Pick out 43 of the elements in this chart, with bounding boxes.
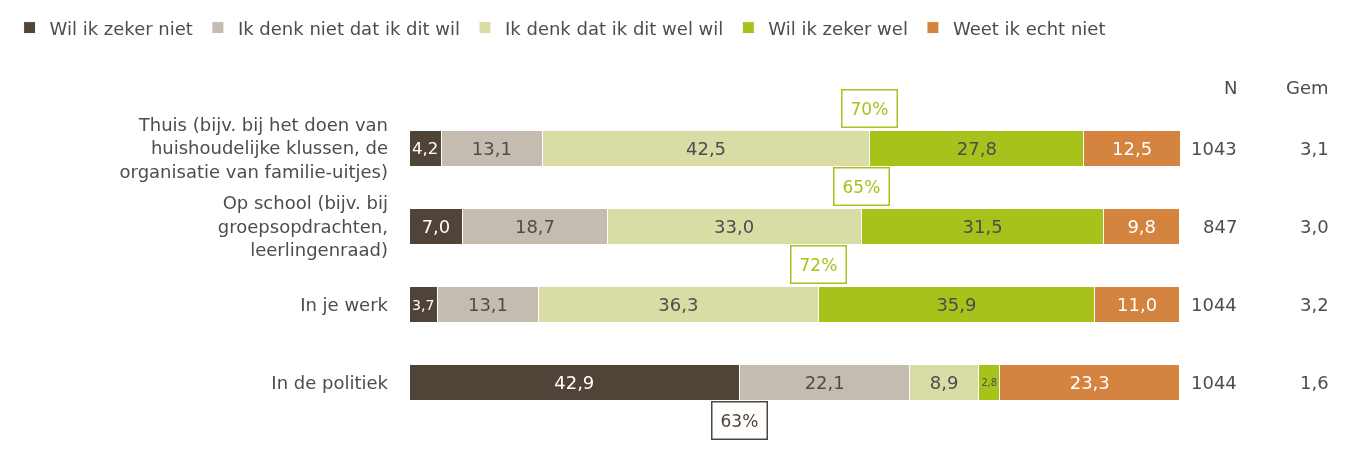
y-tick-label: In je werk [300,293,389,315]
text: 1044 [1191,372,1237,393]
data-label: 9,8 [1127,215,1157,237]
annotation: 63% [720,410,759,431]
text: Gem [1286,77,1329,98]
legend-label: Wil ik zeker wel [768,17,908,39]
data-label: 36,3 [658,294,699,316]
legend-label: Weet ik echt niet [952,17,1106,39]
data-label: 11,0 [1117,294,1158,316]
text: 3,2 [1300,294,1329,315]
text: 3,0 [1300,216,1329,237]
data-label: 2,8 [981,377,997,389]
annotation: 70% [850,98,889,119]
data-label: 31,5 [962,215,1003,237]
data-label: 7,0 [421,215,451,237]
legend-label: Ik denk niet dat ik dit wil [237,17,460,39]
text: 1043 [1191,138,1237,159]
text: 1,6 [1300,372,1329,393]
y-tick-label: Thuis (bijv. bij het doen van huishoudelijke klussen, de organisatie van familie-uitjes) [119,114,388,182]
text: N [1224,77,1238,98]
data-label: 13,1 [467,294,509,316]
y-tick-label: In de politiek [271,372,389,394]
data-label: 8,9 [929,372,959,394]
data-label: 12,5 [1112,137,1153,159]
text: 1044 [1191,294,1237,315]
data-label: 42,5 [685,137,727,159]
data-label: 3,7 [412,296,435,313]
y-tick-label: Op school (bijv. bij groepsopdrachten, leerlingenraad) [217,192,388,261]
data-label: 35,9 [936,294,977,316]
legend-label: Ik denk dat ik dit wel wil [505,17,724,39]
legend-label: Wil ik zeker niet [49,17,193,39]
data-label: 22,1 [804,372,845,394]
text: 847 [1203,216,1238,237]
annotation: 65% [842,176,881,197]
data-label: 23,3 [1069,372,1110,394]
data-label: 13,1 [471,137,512,159]
data-label: 18,7 [514,215,556,237]
data-label: 42,9 [554,372,595,394]
annotation: 72% [799,254,838,275]
data-label: 4,2 [412,139,439,159]
text: 3,1 [1300,138,1329,159]
data-label: 27,8 [956,137,997,159]
data-label: 33,0 [714,215,755,237]
